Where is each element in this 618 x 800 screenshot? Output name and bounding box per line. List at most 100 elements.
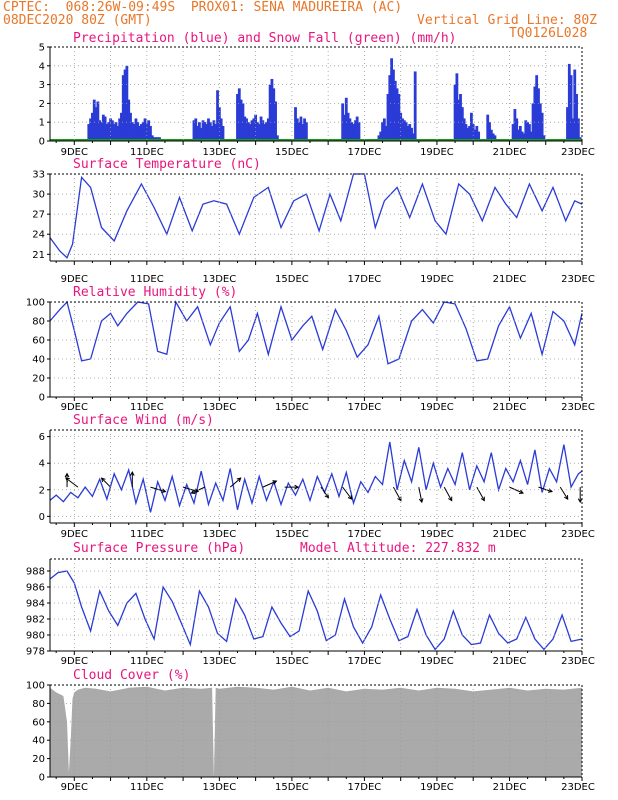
- precip-bar: [101, 114, 105, 141]
- precip-bar: [517, 129, 520, 141]
- temp-title: Surface Temperature (nC): [73, 157, 261, 172]
- precip-bar: [529, 131, 533, 141]
- rh-ytick-label: 100: [26, 298, 45, 309]
- precip-bar: [123, 69, 127, 141]
- precip-bar: [520, 131, 524, 141]
- precip-bar: [390, 58, 394, 141]
- precip-bar: [136, 122, 140, 141]
- precip-bar: [576, 118, 580, 141]
- precip-bar: [110, 120, 114, 141]
- precip-bar: [248, 124, 252, 141]
- precip-bar: [511, 124, 515, 141]
- precip-bar: [413, 71, 417, 141]
- precip-bar: [212, 120, 216, 141]
- wind-xtick-label: 9DEC: [61, 529, 88, 540]
- wind-arrow-head: [294, 484, 300, 490]
- cloud-xtick-label: 9DEC: [61, 782, 88, 793]
- cloud-ytick-label: 0: [39, 773, 45, 784]
- precip-bar: [198, 122, 201, 141]
- cloud-ytick-label: 20: [32, 754, 45, 765]
- cloud-xtick-label: 17DEC: [348, 782, 382, 793]
- temp-xtick-label: 21DEC: [493, 274, 527, 285]
- wind-arrow: [65, 477, 79, 488]
- temp-xtick-label: 19DEC: [420, 274, 454, 285]
- cloud-ytick-label: 60: [32, 717, 45, 728]
- wind-xtick-label: 15DEC: [275, 529, 309, 540]
- precip-bar: [94, 107, 98, 141]
- temp-xtick-label: 11DEC: [130, 274, 164, 285]
- precip-xtick-label: 15DEC: [275, 147, 309, 158]
- wind-arrow: [150, 486, 166, 493]
- temp-xtick-label: 9DEC: [61, 274, 88, 285]
- precip-bar: [270, 78, 274, 141]
- precip-bar: [132, 124, 136, 141]
- precip-bar: [410, 127, 413, 141]
- precip-bar: [488, 122, 491, 141]
- pres-ytick-label: 986: [26, 583, 45, 594]
- rh-xtick-label: 9DEC: [61, 402, 88, 413]
- precip-bar: [381, 122, 384, 141]
- precip-ytick-label: 4: [39, 61, 45, 72]
- cloud-ytick-label: 80: [32, 699, 45, 710]
- precip-bar: [221, 125, 225, 141]
- rh-xtick-label: 23DEC: [561, 402, 595, 413]
- precip-bar: [236, 94, 239, 141]
- rh-xtick-label: 19DEC: [420, 402, 454, 413]
- precip-bar: [210, 125, 214, 141]
- temp-ytick-label: 33: [32, 170, 45, 181]
- header-station: CPTEC: 068:26W-09:49S PROX01: SENA MADUR…: [3, 0, 403, 15]
- precip-bar: [274, 101, 277, 141]
- precip-bar: [538, 103, 542, 141]
- pres-xtick-label: 19DEC: [420, 656, 454, 667]
- wind-xtick-label: 17DEC: [348, 529, 382, 540]
- precip-bar: [194, 118, 198, 141]
- precip-bar: [377, 135, 381, 141]
- precip-bar: [475, 125, 479, 141]
- precip-bar: [259, 116, 263, 141]
- wind-arrow-head: [418, 498, 424, 504]
- precip-title: Precipitation (blue) and Snow Fall (gree…: [73, 31, 457, 46]
- header-init-time: 08DEC2020 80Z (GMT): [3, 13, 152, 28]
- precip-bar: [464, 124, 468, 141]
- precip-bar: [219, 118, 223, 141]
- precip-bar: [109, 118, 112, 141]
- precip-bar: [252, 118, 256, 141]
- precip-bar: [134, 118, 138, 141]
- rh-ytick-label: 80: [32, 317, 45, 328]
- precip-bar: [265, 122, 268, 141]
- precip-bar: [567, 63, 571, 141]
- precip-xtick-label: 11DEC: [130, 147, 164, 158]
- wind-arrow: [229, 477, 242, 488]
- precip-bar: [406, 125, 410, 141]
- rh-ytick-label: 20: [32, 374, 45, 385]
- precip-xtick-label: 21DEC: [493, 147, 527, 158]
- rh-ytick-label: 60: [32, 336, 45, 347]
- header-grid-line: Vertical Grid Line: 80Z: [417, 13, 598, 28]
- precip-bar: [199, 127, 203, 141]
- temp-ytick-label: 30: [32, 190, 45, 201]
- pres-xtick-label: 9DEC: [61, 656, 88, 667]
- wind-arrow-head: [480, 496, 485, 502]
- precip-bar: [256, 122, 259, 141]
- precip-bar: [297, 122, 301, 141]
- precip-bar: [103, 116, 107, 141]
- precip-bar: [138, 125, 141, 141]
- pres-xtick-label: 23DEC: [561, 656, 595, 667]
- wind-arrow-head: [397, 496, 402, 502]
- precip-bar: [91, 112, 94, 141]
- wind-arrow: [559, 486, 569, 500]
- precip-bar: [100, 122, 103, 141]
- precip-bar: [486, 114, 490, 141]
- precip-bar: [261, 120, 265, 141]
- precip-bar: [522, 133, 526, 141]
- precip-bar: [346, 112, 350, 141]
- precip-bar: [107, 122, 111, 141]
- wind-xtick-label: 11DEC: [130, 529, 164, 540]
- wind-ytick-label: 2: [39, 485, 45, 496]
- rh-xtick-label: 11DEC: [130, 402, 164, 413]
- cloud-area: [50, 686, 582, 777]
- wind-arrow: [262, 480, 277, 488]
- rh-line: [49, 300, 583, 365]
- precip-bar: [250, 120, 254, 141]
- wind-arrow-head: [577, 498, 583, 504]
